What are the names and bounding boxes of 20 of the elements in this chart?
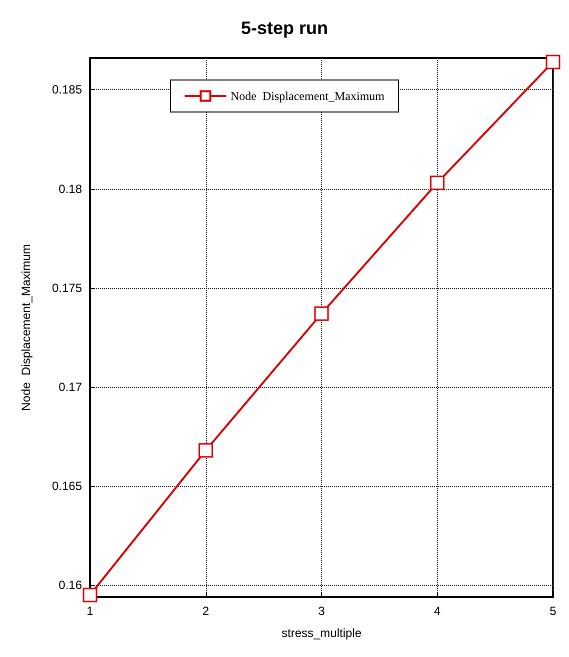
y-tick-label: 0.18 <box>58 182 82 196</box>
y-tick-label: 0.175 <box>52 280 82 295</box>
x-axis-title: stress_multiple <box>281 626 362 640</box>
x-tick-label: 4 <box>434 604 441 618</box>
point <box>82 588 98 602</box>
x-tick-label: 1 <box>86 604 94 618</box>
point <box>546 54 560 70</box>
y-tick-label: 0.165 <box>52 479 82 494</box>
y-tick-label: 0.16 <box>58 578 82 592</box>
x-tick-label: 5 <box>550 604 557 618</box>
x-tick-label: 2 <box>202 604 210 618</box>
x-tick-label: 3 <box>318 604 326 618</box>
point <box>198 443 213 458</box>
y-tick-label: 0.185 <box>52 82 82 97</box>
y-axis-title: Node Displacement_Maximum <box>19 244 33 411</box>
point <box>430 176 444 190</box>
chart-title: 5-step run <box>240 18 328 38</box>
point <box>314 306 329 321</box>
y-tick-label: 0.17 <box>58 380 82 394</box>
legend-label: Node Displacement_Maximum <box>230 89 386 103</box>
